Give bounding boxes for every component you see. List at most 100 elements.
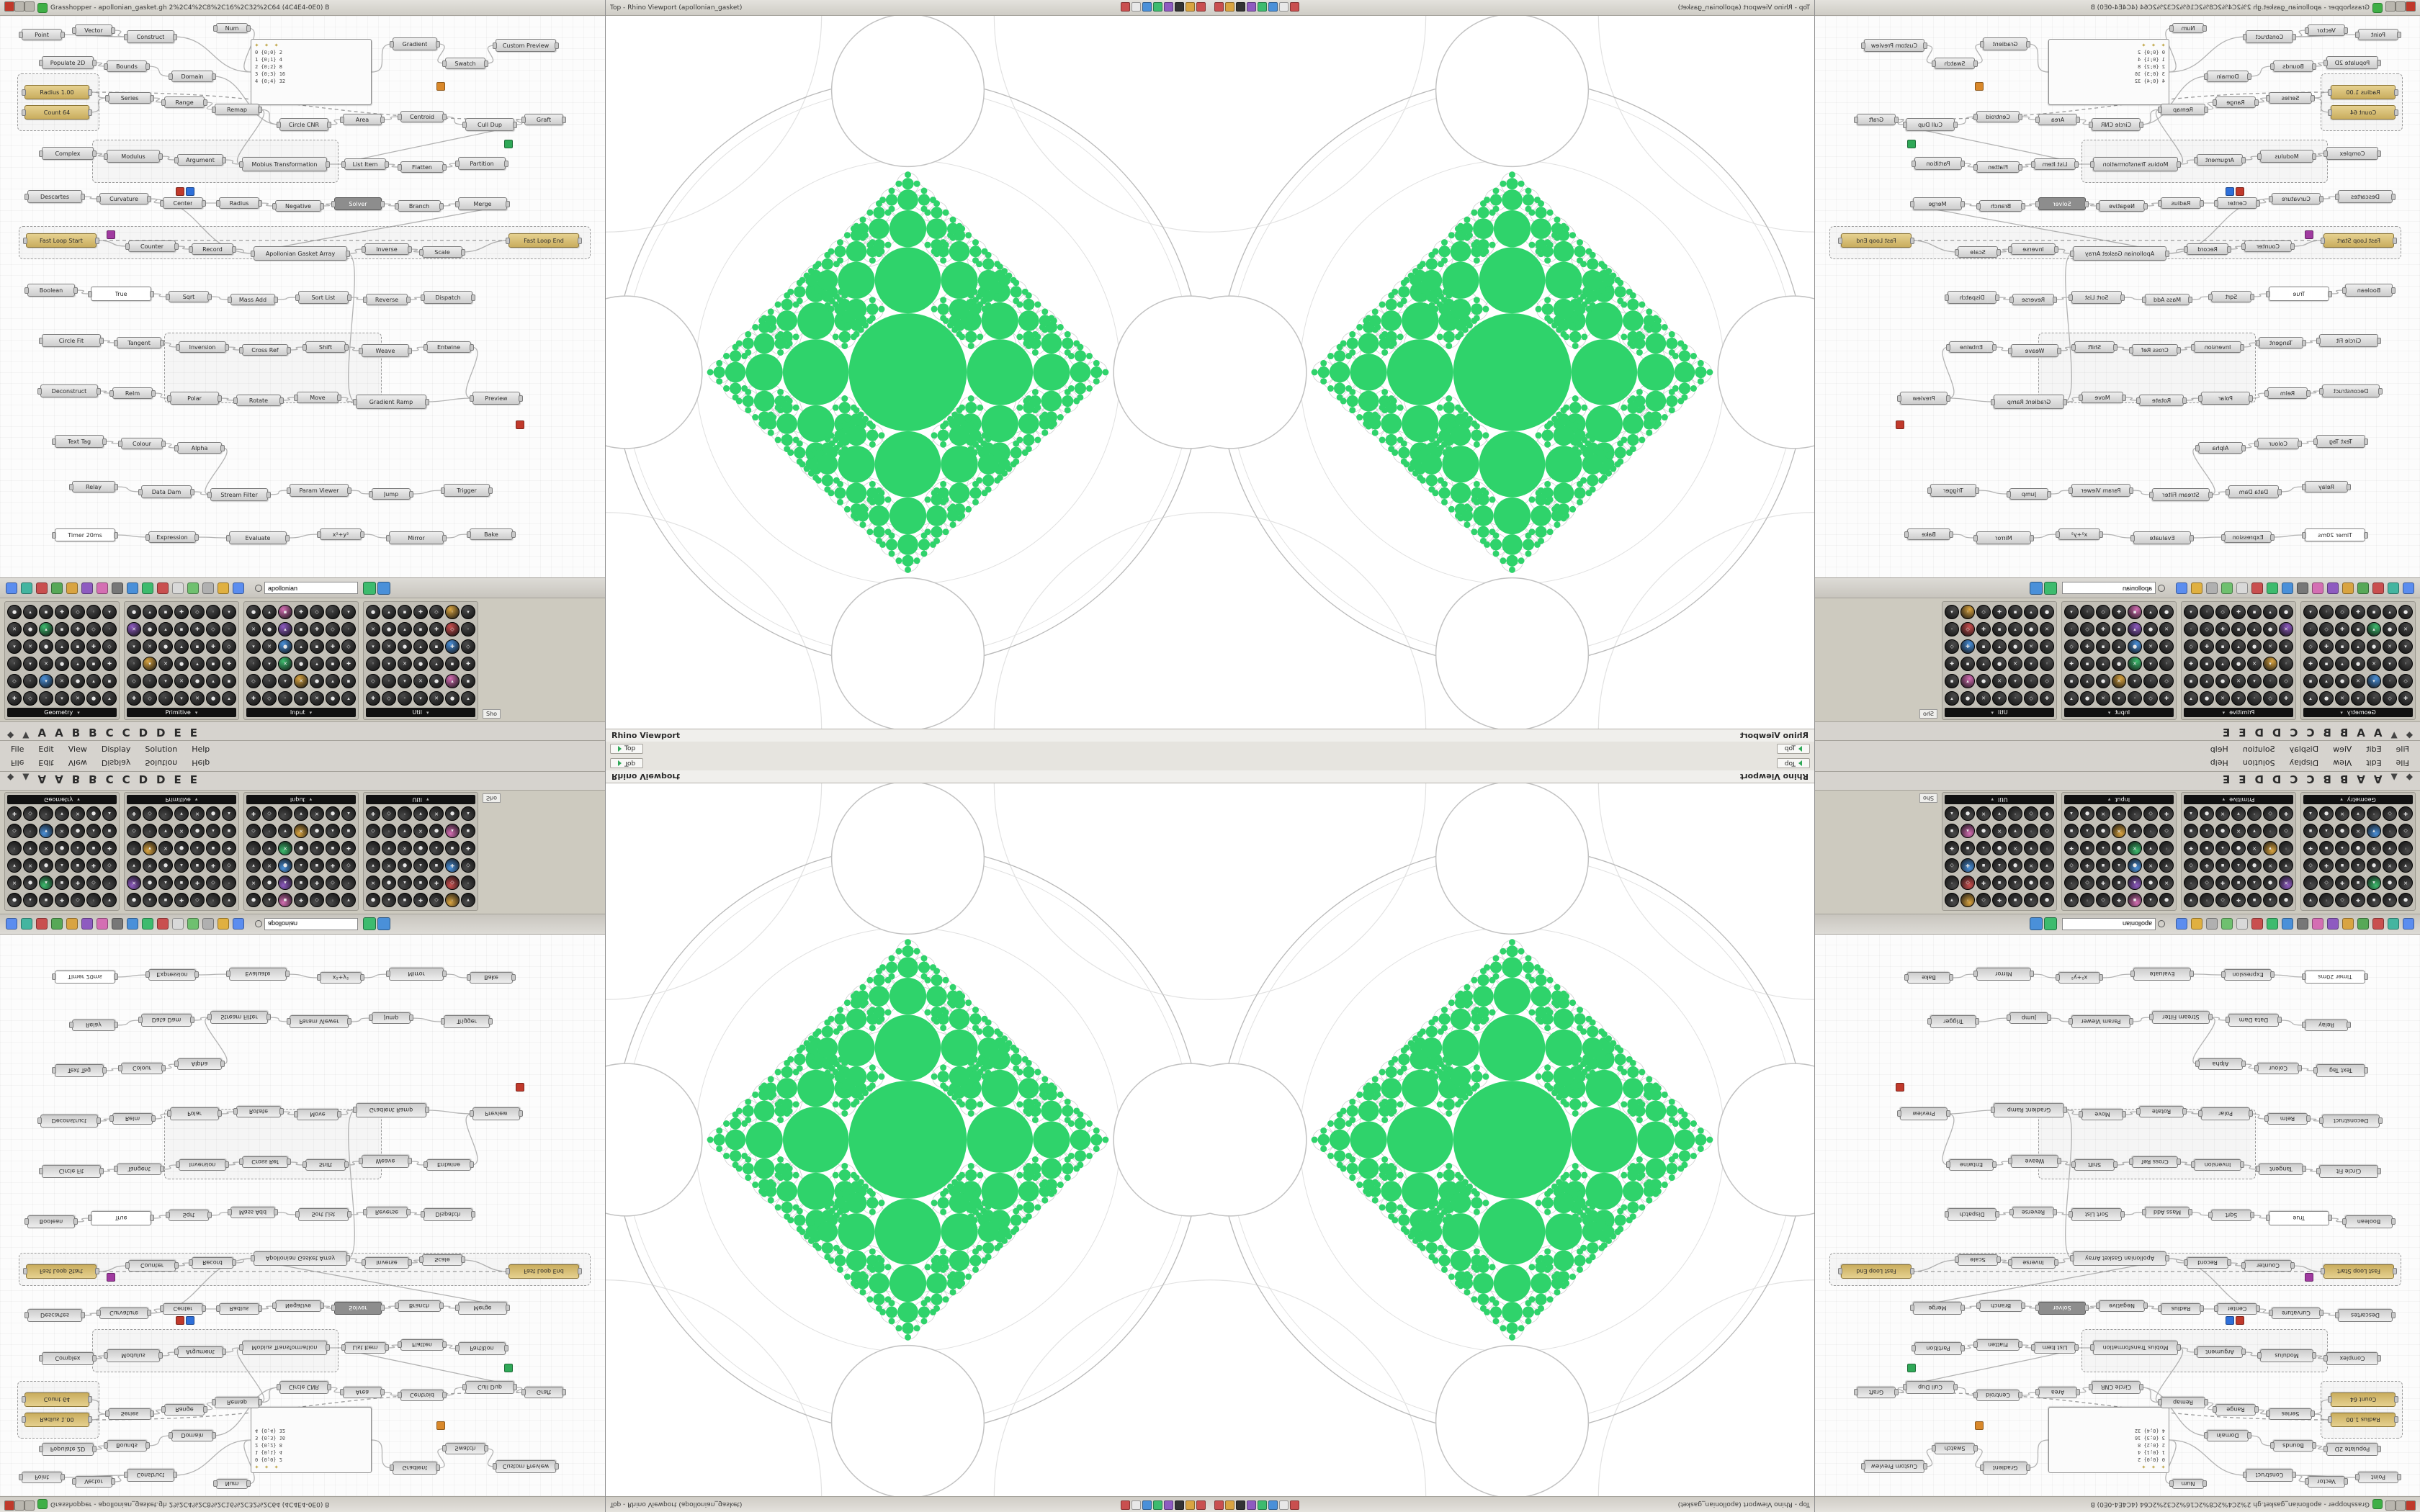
palette-icon[interactable]: ● [326, 691, 340, 706]
gh-node[interactable]: Colour [121, 1063, 163, 1074]
palette-icon[interactable]: ✚ [174, 605, 189, 619]
palette-icon[interactable]: ✕ [246, 622, 261, 636]
palette-icon[interactable]: ● [2351, 841, 2365, 855]
toolbar-icon-7[interactable] [2297, 582, 2308, 594]
palette-icon[interactable]: ✚ [461, 841, 475, 855]
palette-icon[interactable]: ▴ [143, 893, 157, 907]
palette-icon[interactable]: ▾ [143, 841, 157, 855]
palette-icon[interactable]: ▾ [2024, 657, 2038, 671]
palette-icon[interactable]: ▪ [2200, 657, 2214, 671]
palette-icon[interactable]: ▴ [382, 605, 396, 619]
gh-node[interactable]: Trigger [444, 1015, 490, 1028]
palette-icon[interactable]: ◇ [86, 622, 101, 636]
palette-icon[interactable]: ● [2231, 657, 2246, 671]
viewport-title-icon-0[interactable] [1121, 1500, 1130, 1510]
gh-node[interactable]: Shift [2074, 1159, 2115, 1171]
palette-icon[interactable]: ● [2143, 622, 2158, 636]
palette-icon[interactable]: ▪ [413, 876, 428, 890]
palette-icon[interactable]: ◇ [2143, 691, 2158, 706]
category-tab-4[interactable]: B [2339, 773, 2349, 786]
palette-icon[interactable]: ◦ [2064, 622, 2079, 636]
palette-icon[interactable]: ▴ [2335, 657, 2349, 671]
gh-node[interactable]: Alpha [2198, 1058, 2243, 1070]
palette-icon[interactable]: ▾ [23, 841, 37, 855]
gh-node[interactable]: Param Viewer [290, 1015, 349, 1028]
maximize-button[interactable] [2385, 1500, 2396, 1511]
palette-icon[interactable]: ✚ [102, 657, 117, 671]
palette-icon[interactable]: ● [39, 858, 53, 873]
palette-icon[interactable]: ▴ [174, 639, 189, 654]
palette-icon[interactable]: ● [445, 806, 460, 821]
gh-node[interactable]: Cull Dup [1906, 1381, 1955, 1394]
palette-icon[interactable]: ● [2080, 691, 2094, 706]
palette-icon[interactable]: ◦ [445, 605, 460, 619]
viewport-title-icon-1[interactable] [1279, 2, 1289, 12]
palette-icon[interactable]: ◦ [366, 841, 380, 855]
palette-icon[interactable]: ✕ [2128, 657, 2142, 671]
menu-item-file[interactable]: File [2396, 758, 2409, 768]
palette-icon[interactable]: ● [2279, 605, 2293, 619]
palette-icon[interactable]: ◦ [341, 622, 356, 636]
palette-icon[interactable]: ✕ [2335, 806, 2349, 821]
category-tab-7[interactable]: C [122, 726, 130, 739]
palette-icon[interactable]: ✕ [429, 691, 444, 706]
gh-node[interactable]: Flatten [400, 1339, 444, 1351]
palette-icon[interactable]: ● [2008, 639, 2022, 654]
gh-node[interactable]: Gradient Ramp [353, 395, 429, 409]
gh-node[interactable]: Circle Fit [39, 334, 104, 347]
palette-icon[interactable]: ◇ [2096, 893, 2110, 907]
palette-icon[interactable]: ◦ [2398, 841, 2413, 855]
gh-node[interactable]: Cross Ref [239, 344, 291, 356]
palette-icon[interactable]: ▾ [2128, 674, 2142, 688]
palette-icon[interactable]: ▴ [262, 893, 277, 907]
palette-icon[interactable]: ● [143, 876, 157, 890]
toolbar-icon-4[interactable] [2342, 582, 2354, 594]
menu-item-file[interactable]: File [11, 744, 24, 754]
gh-node[interactable]: Radius 1.00 [24, 1413, 89, 1427]
palette-icon[interactable]: ✚ [2398, 806, 2413, 821]
palette-icon[interactable]: ▴ [382, 893, 396, 907]
palette-icon[interactable]: ▪ [2128, 893, 2142, 907]
palette-icon[interactable]: ◇ [366, 824, 380, 838]
menu-item-help[interactable]: Help [192, 758, 210, 768]
palette-icon[interactable]: ◦ [2184, 622, 2198, 636]
viewport-title-icon-1[interactable] [1279, 1500, 1289, 1510]
category-tab-3[interactable]: A [55, 726, 63, 739]
gh-node[interactable]: Point [19, 29, 65, 40]
palette-icon[interactable]: ◦ [2024, 674, 2038, 688]
palette-icon[interactable]: ▾ [143, 657, 157, 671]
palette-icon[interactable]: ✚ [2112, 605, 2126, 619]
palette-icon[interactable]: ▴ [2080, 824, 2094, 838]
palette-icon[interactable]: ◦ [2247, 691, 2262, 706]
palette-icon[interactable]: ✕ [2215, 691, 2230, 706]
palette-icon[interactable]: ● [55, 657, 69, 671]
category-tab-1[interactable]: ▲ [2390, 773, 2398, 783]
gh-node[interactable]: Domain [169, 71, 216, 82]
gh-node[interactable]: Range [164, 1404, 205, 1416]
toolbar-action-button-1[interactable] [2030, 581, 2043, 595]
palette-group-label[interactable]: Util ▾ [366, 708, 475, 717]
palette-icon[interactable]: ● [2319, 806, 2334, 821]
palette-show-button[interactable]: Sho [483, 793, 501, 803]
palette-icon[interactable]: ✕ [71, 691, 85, 706]
palette-icon[interactable]: ▪ [2351, 876, 2365, 890]
palette-group-label[interactable]: Primitive ▾ [127, 708, 236, 717]
palette-icon[interactable]: ▴ [1976, 657, 1991, 671]
palette-icon[interactable]: ◇ [2080, 622, 2094, 636]
palette-icon[interactable]: ✕ [2263, 639, 2277, 654]
minimize-button[interactable] [14, 1, 24, 12]
palette-icon[interactable]: ▴ [310, 841, 324, 855]
palette-icon[interactable]: ▪ [190, 858, 205, 873]
category-tab-6[interactable]: C [2306, 726, 2315, 739]
toolbar-icon-8[interactable] [127, 918, 138, 930]
palette-icon[interactable]: ◇ [7, 824, 22, 838]
palette-icon[interactable]: ▪ [1960, 657, 1975, 671]
gh-node[interactable]: Populate 2D [42, 1443, 94, 1456]
viewport-title-icon-2[interactable] [1142, 1500, 1152, 1510]
gh-node[interactable]: Fast Loop Start [2323, 1264, 2394, 1279]
palette-icon[interactable]: ▴ [278, 622, 292, 636]
palette-icon[interactable]: ◦ [2279, 657, 2293, 671]
palette-icon[interactable]: ◇ [23, 806, 37, 821]
close-button[interactable] [2406, 1500, 2416, 1511]
category-tab-4[interactable]: B [2339, 726, 2349, 739]
